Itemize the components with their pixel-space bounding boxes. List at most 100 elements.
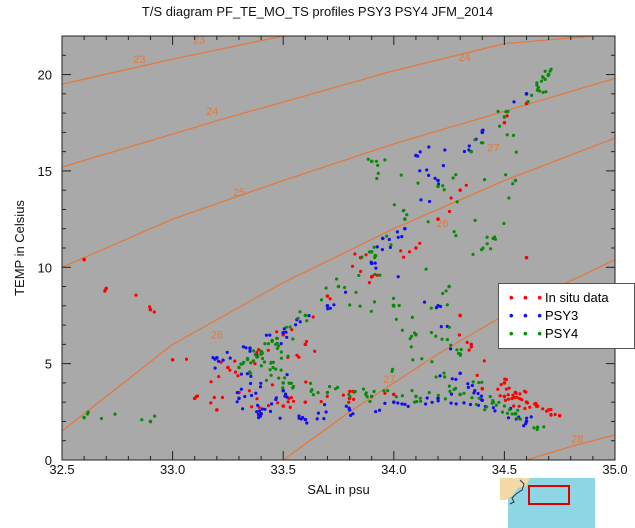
cloud-1-254 <box>400 235 404 239</box>
cloud-0-587 <box>523 389 527 393</box>
cloud-2-1210 <box>474 402 478 407</box>
cloud-0-2 <box>233 370 238 374</box>
point-0-34 <box>436 217 440 221</box>
cloud-2-1220 <box>447 384 451 388</box>
cloud-2-1350 <box>508 408 512 412</box>
cloud-0-301 <box>266 348 270 352</box>
cloud-1-142 <box>294 323 298 327</box>
cloud-2-1124 <box>368 399 372 404</box>
cloud-2-303 <box>452 230 456 234</box>
cloud-1-509 <box>522 424 526 428</box>
cloud-1-15 <box>239 372 243 376</box>
cloud-0-391 <box>496 387 500 391</box>
cloud-2-567 <box>378 273 382 277</box>
cloud-1-485 <box>323 403 327 407</box>
cloud-0-586 <box>505 114 509 118</box>
cloud-2-1336 <box>426 220 430 224</box>
cloud-2-1146 <box>549 67 553 71</box>
cloud-0-187 <box>289 396 293 400</box>
cloud-2-497 <box>481 246 485 250</box>
cloud-2-531 <box>408 337 412 341</box>
cloud-1-339 <box>419 198 423 202</box>
y-tick-label-10: 10 <box>38 260 52 275</box>
cloud-2-36 <box>261 356 265 361</box>
cloud-0-42 <box>290 328 294 332</box>
cloud-2-537 <box>275 341 279 345</box>
point-0-27 <box>469 342 474 347</box>
cloud-2-433 <box>369 309 373 313</box>
cloud-2-1296 <box>449 343 453 347</box>
cloud-2-108 <box>375 176 379 181</box>
y-tick-label-15: 15 <box>38 164 52 179</box>
cloud-0-176 <box>464 183 468 187</box>
cloud-1-476 <box>378 408 382 412</box>
cloud-2-1074 <box>502 221 506 226</box>
cloud-1-138 <box>396 275 400 279</box>
cloud-0-62 <box>228 368 232 372</box>
cloud-1-90 <box>396 401 400 405</box>
cloud-2-1029 <box>316 391 320 395</box>
cloud-1-601 <box>257 413 261 417</box>
cloud-0-295 <box>498 394 502 398</box>
cloud-0-416 <box>475 373 479 377</box>
point-2-27 <box>82 415 86 420</box>
cloud-1-269 <box>439 325 443 329</box>
point-0-29 <box>524 255 529 260</box>
cloud-2-742 <box>394 317 398 321</box>
contour-label-6: 26 <box>211 330 223 342</box>
cloud-0-139 <box>541 407 545 411</box>
point-0-8 <box>281 404 286 408</box>
cloud-2-205 <box>269 361 273 365</box>
cloud-1-190 <box>427 145 431 149</box>
cloud-1-302 <box>264 333 268 337</box>
cloud-2-1328 <box>510 412 514 416</box>
cloud-2-914 <box>542 425 546 429</box>
cloud-1-235 <box>255 410 259 414</box>
cloud-0-73 <box>383 391 387 395</box>
plot-content: 23 23 24 24 25 26 26 27 27 28 <box>62 36 615 460</box>
cloud-1-553 <box>235 400 239 404</box>
point-0-11 <box>392 392 396 397</box>
cloud-2-911 <box>546 74 550 78</box>
cloud-2-437 <box>451 176 455 180</box>
cloud-2-1001 <box>410 315 414 319</box>
cloud-1-150 <box>245 372 249 376</box>
legend-insitu-marker: • • • <box>509 290 545 305</box>
minimap-land <box>500 478 530 500</box>
cloud-2-1249 <box>373 256 377 260</box>
cloud-1-109 <box>369 260 373 264</box>
cloud-2-1186 <box>477 381 481 385</box>
cloud-1-324 <box>418 169 422 173</box>
cloud-0-115 <box>319 400 323 404</box>
cloud-2-722 <box>409 345 413 349</box>
y-tick-label-20: 20 <box>38 68 52 83</box>
legend-psy4-label: PSY4 <box>545 326 579 341</box>
contour-label-1: 23 <box>133 54 145 66</box>
cloud-1-661 <box>480 129 484 133</box>
cloud-1-300 <box>249 374 253 378</box>
cloud-2-1136 <box>441 184 445 188</box>
point-1-12 <box>392 400 396 404</box>
cloud-1-653 <box>388 245 392 249</box>
cloud-1-222 <box>396 235 400 239</box>
x-axis-label: SAL in psu <box>307 482 369 497</box>
cloud-1-625 <box>297 414 301 418</box>
y-axis-label: TEMP in Celsius <box>12 200 27 296</box>
cloud-2-546 <box>485 405 489 409</box>
cloud-2-389 <box>505 133 509 137</box>
cloud-2-5 <box>455 348 459 352</box>
cloud-0-410 <box>553 412 557 417</box>
cloud-2-726 <box>514 150 518 154</box>
cloud-0-279 <box>353 252 357 256</box>
cloud-2-490 <box>543 69 547 73</box>
cloud-0-20 <box>525 401 530 405</box>
cloud-2-267 <box>541 90 545 94</box>
cloud-2-1134 <box>259 364 263 368</box>
cloud-2-581 <box>365 395 369 399</box>
cloud-0-230 <box>504 387 508 391</box>
cloud-1-501 <box>244 346 248 350</box>
cloud-0-68 <box>514 391 518 395</box>
cloud-2-1396 <box>518 417 522 421</box>
cloud-2-532 <box>263 342 267 346</box>
cloud-0-10 <box>449 196 453 200</box>
